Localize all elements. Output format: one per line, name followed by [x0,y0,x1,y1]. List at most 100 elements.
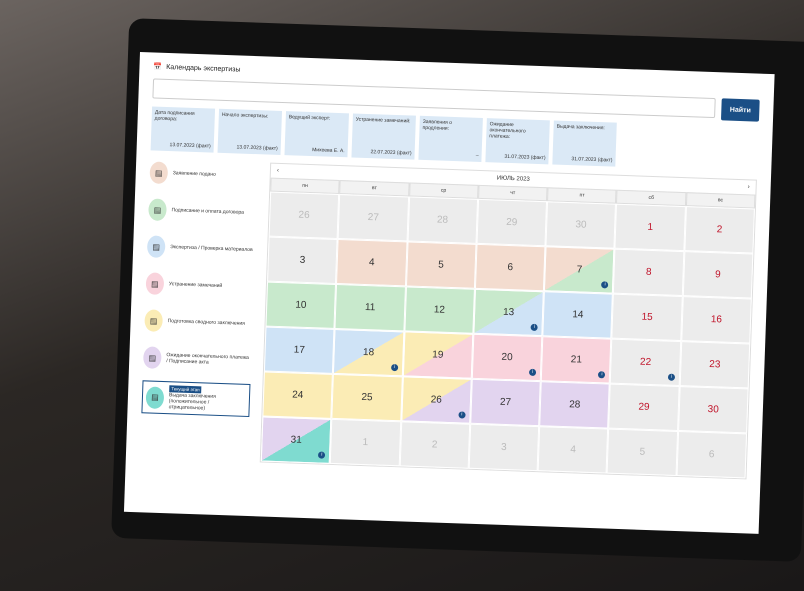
calendar-day[interactable]: 17 [263,326,335,374]
day-number: 28 [568,399,581,411]
calendar-day[interactable]: 27 [470,378,541,427]
calendar-day[interactable]: 4 [537,426,609,474]
prev-month-button[interactable]: ‹ [276,167,280,174]
calendar-day[interactable]: 2 [399,421,471,469]
stage-item: ▤ Подписание и оплата договора [148,195,257,227]
info-icon[interactable]: i [529,368,537,377]
info-icon[interactable]: i [601,281,609,289]
info-icon[interactable]: i [530,323,538,332]
calendar-day[interactable]: 2 [684,206,755,254]
stage-label: Экспертиза / Проверка материалов [170,244,253,254]
calendar-day[interactable]: 1 [330,418,401,467]
stage-item: ▤ Экспертиза / Проверка материалов [146,232,256,264]
calendar-day[interactable]: 20 i [471,333,543,382]
calendar-day[interactable]: 5 [606,428,678,476]
day-number: 21 [570,354,583,366]
next-month-button[interactable]: › [747,184,750,191]
calendar-day[interactable]: 16 [680,296,752,344]
calendar-day[interactable]: 26 [268,191,340,240]
stage-icon: ▤ [145,385,165,409]
calendar-day[interactable]: 12 [403,286,475,334]
day-number: 22 [639,356,652,369]
calendar-day[interactable]: 31 i [260,416,332,464]
stage-item: ▤ Текущий этап Выдача заключения (положите… [141,380,251,418]
calendar-day[interactable]: 9 [682,251,754,299]
calendar-day[interactable]: 27 [337,194,409,242]
day-number: 29 [638,401,650,413]
stage-label: Подготовка сводного заключения [167,318,246,327]
calendar-day[interactable]: 13 i [473,288,545,337]
day-number: 5 [437,259,444,271]
calendar-day[interactable]: 29 [476,198,548,247]
info-icon[interactable]: i [667,373,675,381]
stage-label: Выдача заключения (положительное / отриц… [168,392,216,412]
calendar-day[interactable]: 29 [608,383,680,431]
calendar: ‹ ИЮЛЬ 2023 › пн вт ср чт пт сб вс 26 27 28 29 30 1 2… [259,162,757,480]
calendar-day[interactable]: 8 [613,248,685,297]
calendar-day[interactable]: 4 [336,239,408,287]
info-card: Ведущий эксперт: Михеева Е. А. [284,111,349,158]
day-number: 6 [507,261,514,274]
stage-icon: ▤ [149,161,169,185]
stage-icon: ▤ [148,198,167,222]
day-number: 4 [368,257,375,269]
calendar-icon: 📅 [153,63,163,71]
calendar-day[interactable]: 1 [614,203,686,252]
day-number: 27 [499,396,512,409]
calendar-day[interactable]: 30 [677,386,749,434]
calendar-day[interactable]: 24 [262,371,334,419]
calendar-day[interactable]: 14 [542,291,614,339]
calendar-day[interactable]: 19 [402,331,474,379]
info-icon[interactable]: i [318,451,326,459]
day-number: 19 [432,349,444,361]
day-number: 16 [710,314,723,326]
info-card-label: Выдача заключения: [556,123,605,132]
calendar-day[interactable]: 3 [267,236,338,284]
calendar-day[interactable]: 21 i [540,336,612,384]
stage-icon: ▤ [142,346,162,369]
calendar-day[interactable]: 3 [468,423,540,472]
info-icon[interactable]: i [598,371,606,379]
day-number: 20 [501,351,513,364]
day-number: 23 [709,359,721,371]
stage-legend: ▤ Заявление подано ▤ Подписание и оплата до… [140,158,258,462]
calendar-day[interactable]: 15 [611,293,683,342]
stage-label: Ожидание окончательного платежа / Подпис… [166,352,249,366]
info-card-value: 22.07.2023 (факт) [370,149,412,157]
day-number: 5 [639,446,646,458]
stage-item: ▤ Заявление подано [149,158,258,190]
day-number: 3 [299,254,306,266]
calendar-day[interactable]: 23 [679,341,751,389]
stage-item: ▤ Подготовка сводного заключения [144,306,253,338]
calendar-day[interactable]: 28 [407,196,478,244]
day-number: 2 [716,224,723,236]
calendar-day[interactable]: 6 [676,430,748,479]
info-icon[interactable]: i [390,363,398,372]
search-button[interactable]: Найти [720,98,760,122]
day-number: 26 [298,209,310,222]
app-screen: 📅 Календарь экспертизы Найти Дата подписа… [123,52,775,534]
calendar-day[interactable]: 6 [474,243,546,292]
info-icon[interactable]: i [458,411,466,419]
calendar-day[interactable]: 30 [545,201,617,249]
calendar-day[interactable]: 5 [405,241,477,289]
stage-icon: ▤ [145,272,165,295]
calendar-day[interactable]: 28 [539,381,611,429]
stage-item: ▤ Ожидание окончательного платежа / Подпи… [142,343,252,375]
calendar-day[interactable]: 11 [334,283,406,332]
day-number: 9 [714,269,721,281]
day-number: 25 [361,391,373,404]
calendar-day[interactable]: 26 i [400,376,472,424]
day-number: 4 [570,444,577,456]
calendar-day[interactable]: 18 i [333,328,404,377]
info-card-value: 13.07.2023 (факт) [236,144,278,152]
calendar-day[interactable]: 22 i [610,338,681,387]
info-card-label: Устранение замечаний: [355,116,411,125]
day-number: 7 [576,264,583,276]
calendar-day[interactable]: 10 [265,281,337,329]
day-number: 6 [708,449,715,461]
stage-label: Подписание и оплата договора [171,207,245,216]
calendar-day[interactable]: 25 [331,373,403,422]
day-number: 2 [431,439,438,451]
